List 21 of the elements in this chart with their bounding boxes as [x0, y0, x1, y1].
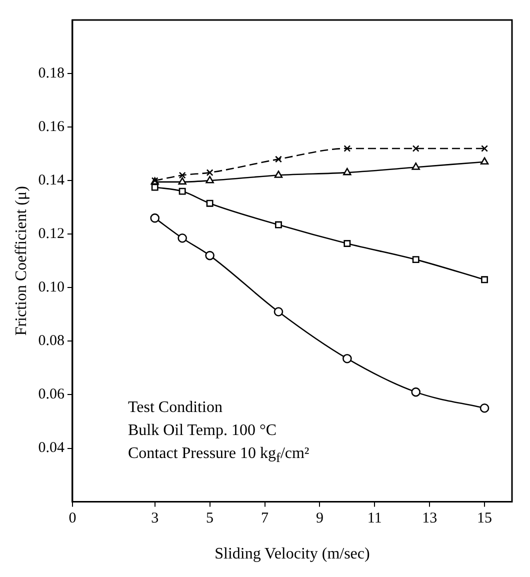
annotation: Bulk Oil Temp. 100 °C [128, 421, 278, 441]
x-tick-label: 9 [316, 510, 324, 527]
x-tick-label: 13 [422, 510, 438, 527]
y-tick-label: 0.08 [38, 333, 64, 350]
x-axis-title: Sliding Velocity (m/sec) [214, 546, 370, 563]
y-tick-label: 0.04 [38, 440, 65, 456]
y-tick-label: 0.12 [38, 226, 64, 242]
y-axis-title: Friction Coefficient (μ) [12, 186, 30, 336]
y-tick-label: 0.06 [38, 386, 65, 403]
y-tick-label: 0.14 [38, 172, 65, 189]
annotation: Test Condition [128, 398, 224, 418]
x-tick-label: 5 [206, 510, 214, 527]
y-tick-label: 0.18 [38, 65, 64, 82]
y-tick-label: 0.10 [38, 280, 64, 296]
annotation: Contact Pressure 10 kg$_{f}$/cm² [128, 444, 310, 468]
x-tick-label: 0 [68, 510, 76, 527]
x-tick-label: 3 [151, 510, 159, 527]
x-tick-label: 11 [367, 510, 382, 527]
x-tick-label: 7 [261, 510, 270, 527]
x-tick-label: 15 [477, 510, 492, 527]
y-tick-label: 0.16 [38, 119, 65, 136]
